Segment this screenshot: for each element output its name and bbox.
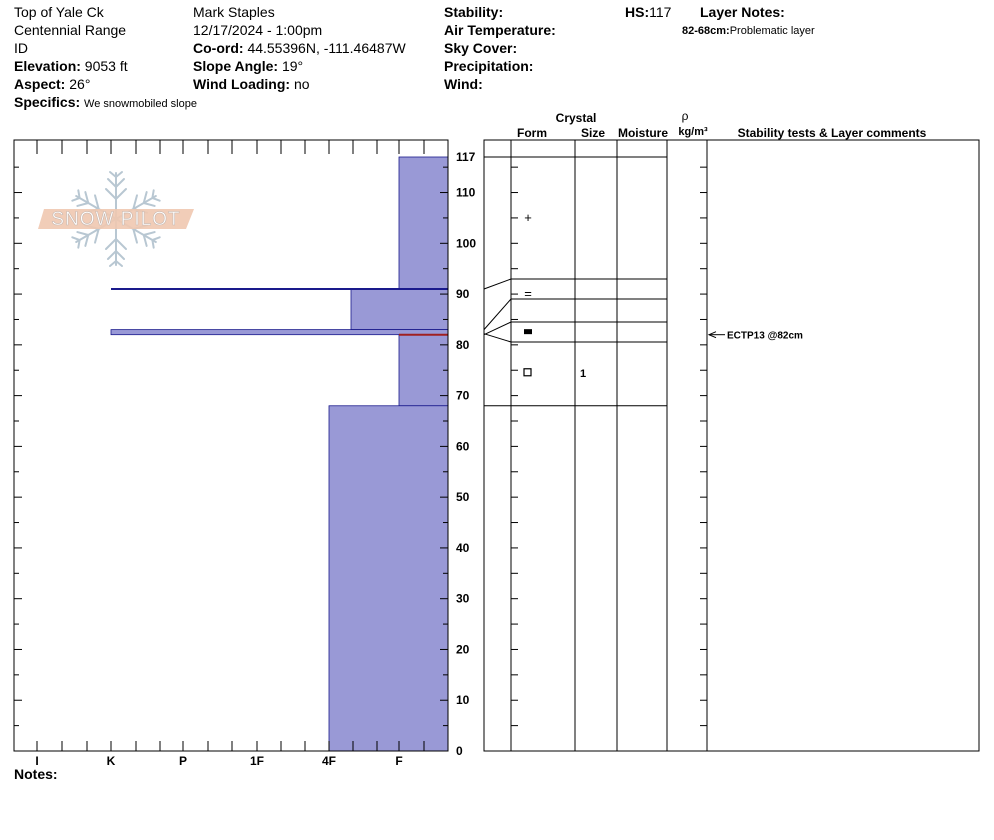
specifics-label: Specifics: bbox=[14, 94, 81, 110]
snowpilot-logo: SNOW PILOT bbox=[38, 171, 194, 267]
hardness-layer-2 bbox=[110, 329, 449, 336]
table-border bbox=[483, 139, 980, 752]
aspect-value: 26° bbox=[69, 76, 91, 92]
form-header: Form bbox=[517, 126, 547, 140]
row-connector-82 bbox=[483, 321, 512, 336]
wind-loading-value: no bbox=[293, 76, 310, 92]
header-col-2: Mark Staples 12/17/2024 - 1:00pm Co-ord:… bbox=[193, 3, 406, 93]
layer-rows bbox=[483, 156, 667, 407]
hardness-label-P: P bbox=[179, 754, 187, 768]
aspect-label: Aspect: bbox=[14, 76, 66, 92]
row-connector-91 bbox=[483, 278, 512, 290]
state: ID bbox=[14, 40, 28, 56]
slope-value: 19° bbox=[281, 58, 304, 74]
observer: Mark Staples bbox=[193, 4, 275, 20]
elevation-value: 9053 ft bbox=[84, 58, 128, 74]
wind-loading-label: Wind Loading: bbox=[193, 76, 291, 92]
stability-tests: ECTP13 @82cm bbox=[707, 331, 803, 342]
hardness-layer-1 bbox=[350, 288, 449, 331]
depth-label-60: 60 bbox=[456, 439, 470, 453]
depth-label-100: 100 bbox=[456, 236, 476, 250]
test-arrow-icon-0 bbox=[707, 331, 717, 339]
coord-row: Co-ord: 44.55396N, -111.46487W bbox=[193, 39, 406, 57]
header-col-3: Stability: Air Temperature: Sky Cover: P… bbox=[444, 3, 556, 93]
location: Top of Yale Ck bbox=[14, 4, 104, 20]
row-connector-82b bbox=[483, 333, 512, 343]
wind-label: Wind: bbox=[444, 76, 483, 92]
datetime: 12/17/2024 - 1:00pm bbox=[193, 22, 323, 38]
hardness-layer-3 bbox=[398, 334, 449, 407]
rho-header: ρ bbox=[682, 109, 689, 123]
size-header: Size bbox=[581, 126, 605, 140]
layer-note: 82-68cm:Problematic layer bbox=[682, 22, 815, 40]
hardness-label-I: I bbox=[35, 754, 38, 768]
hs-value: 117 bbox=[649, 4, 672, 20]
elevation-row: Elevation: 9053 ft bbox=[14, 57, 210, 75]
hs-label: HS: bbox=[625, 4, 650, 20]
depth-label-40: 40 bbox=[456, 541, 470, 555]
specifics-value: We snowmobiled slope bbox=[84, 98, 197, 110]
hardness-label-1F: 1F bbox=[250, 754, 264, 768]
range: Centennial Range bbox=[14, 22, 127, 38]
hardness-layers bbox=[110, 156, 449, 752]
sky-cover-label: Sky Cover: bbox=[444, 40, 518, 56]
moisture-header: Moisture bbox=[618, 126, 668, 140]
depth-label-50: 50 bbox=[456, 490, 470, 504]
depth-label-70: 70 bbox=[456, 389, 470, 403]
depth-label-90: 90 bbox=[456, 287, 470, 301]
crystal-form-0: + bbox=[524, 210, 532, 225]
elevation-label: Elevation: bbox=[14, 58, 81, 74]
table-headers: Crystal Form Size Moisture ρ kg/m³ Stabi… bbox=[517, 109, 927, 140]
hardness-label-F: F bbox=[395, 754, 402, 768]
coord-label: Co-ord: bbox=[193, 40, 244, 56]
layer-note-text: Problematic layer bbox=[729, 25, 815, 37]
depth-label-30: 30 bbox=[456, 592, 470, 606]
depth-label-80: 80 bbox=[456, 338, 470, 352]
precip-label: Precipitation: bbox=[444, 58, 534, 74]
hs-row: HS:117 bbox=[625, 3, 671, 21]
slope-label: Slope Angle: bbox=[193, 58, 279, 74]
row-connector-83 bbox=[483, 298, 512, 330]
hardness-label-K: K bbox=[107, 754, 116, 768]
wind-loading-row: Wind Loading: no bbox=[193, 75, 406, 93]
chart-frame bbox=[13, 139, 980, 752]
depth-label-117: 117 bbox=[456, 150, 476, 164]
crystal-size-3: 1 bbox=[580, 368, 586, 380]
crystal-forms: + = 1 bbox=[523, 210, 586, 380]
hardness-label-4F: 4F bbox=[322, 754, 336, 768]
layer-note-range: 82-68cm: bbox=[682, 25, 730, 37]
slope-row: Slope Angle: 19° bbox=[193, 57, 406, 75]
aspect-row: Aspect: 26° bbox=[14, 75, 210, 93]
layer-notes-label: Layer Notes: bbox=[700, 4, 785, 20]
hardness-layer-4 bbox=[328, 405, 449, 752]
depth-label-20: 20 bbox=[456, 642, 470, 656]
crystal-form-2 bbox=[524, 329, 532, 335]
depth-label-10: 10 bbox=[456, 693, 470, 707]
hardness-layer-0 bbox=[398, 156, 449, 290]
stability-label: Stability: bbox=[444, 4, 504, 20]
stability-comments-header: Stability tests & Layer comments bbox=[738, 126, 927, 140]
hardness-axis: I K P 1F 4F F bbox=[13, 140, 425, 768]
density-unit-header: kg/m³ bbox=[678, 126, 708, 138]
notes-label: Notes: bbox=[14, 766, 58, 782]
crystal-header: Crystal bbox=[556, 111, 597, 125]
air-temp-label: Air Temperature: bbox=[444, 22, 556, 38]
depth-label-110: 110 bbox=[456, 186, 476, 200]
crystal-form-1: = bbox=[524, 286, 532, 301]
crystal-form-3 bbox=[523, 368, 532, 377]
depth-label-0: 0 bbox=[456, 744, 463, 758]
depth-axis: 0 10 20 30 40 50 60 70 80 90 100 110 117 bbox=[14, 150, 707, 758]
test-label-0: ECTP13 @82cm bbox=[727, 331, 803, 342]
hardness-plot-border bbox=[13, 139, 449, 752]
header-col-1: Top of Yale Ck Centennial Range ID Eleva… bbox=[14, 3, 210, 113]
logo-banner bbox=[38, 209, 194, 229]
specifics-row: Specifics: We snowmobiled slope bbox=[14, 93, 210, 113]
logo-text: SNOW PILOT bbox=[51, 209, 180, 230]
layer-notes-row: Layer Notes: bbox=[700, 3, 785, 21]
coord-value: 44.55396N, -111.46487W bbox=[247, 40, 406, 56]
